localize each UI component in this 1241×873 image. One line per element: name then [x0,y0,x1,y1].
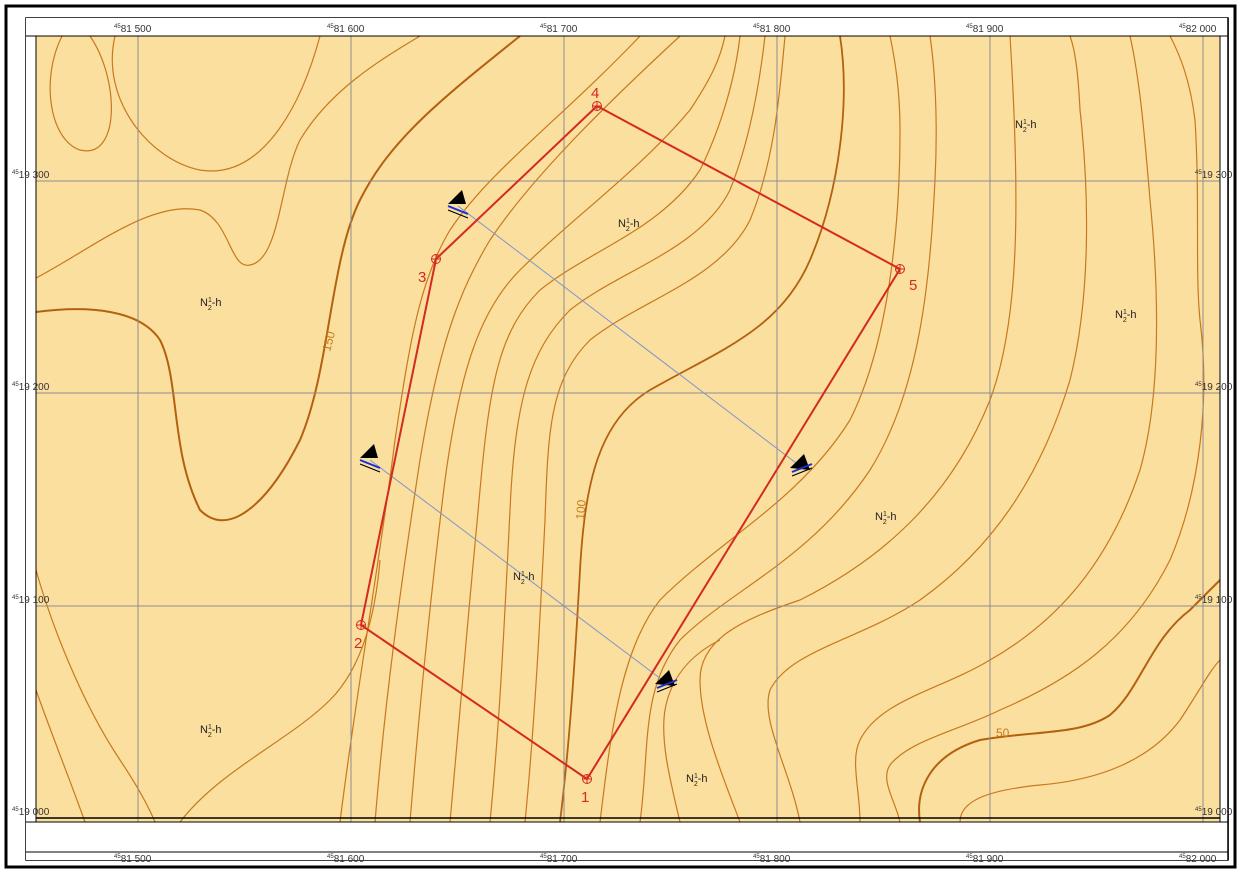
contour-line [374,35,681,823]
contour-line [49,35,112,152]
vertex-marker [582,774,592,784]
map-field [36,36,1220,822]
point-labels: 1 2 3 4 5 [354,85,917,806]
section-line [457,205,801,467]
contour-line [699,35,1017,823]
grid-label-x: 4581 900 [966,854,1004,865]
contour-line [35,35,421,279]
left-margin [26,18,36,860]
contour-line [409,35,726,823]
contour-line [663,639,721,823]
geology-label: N1 2-h [513,571,535,586]
contour-line [35,35,521,522]
contour-line [559,35,845,823]
contour-line [767,35,1088,823]
contour-label: 50 [996,726,1010,740]
grid-labels-left: 4519 300 4519 200 4519 100 4519 000 [12,170,50,818]
contour-line [489,35,766,823]
contour-line [339,35,641,823]
grid-labels-right: 4519 300 4519 200 4519 100 4519 000 [1195,170,1233,818]
grid-label-x: 4581 500 [114,854,152,865]
vertex-marker [895,264,905,274]
contour-label: 150 [319,329,338,352]
grid-label-y: 4519 000 [12,807,50,818]
section-arrow-icon [359,444,381,473]
vertex-marker [431,254,441,264]
coordinate-grid [26,18,1228,860]
geology-label: N1 2-h [1015,119,1037,134]
geology-label: N1 2-h [1115,309,1137,324]
section-arrow-icon [655,670,678,693]
grid-label-x: 4581 800 [753,854,791,865]
right-margin [1220,18,1228,860]
grid-labels-top: 4581 500 4581 600 4581 700 4581 800 4581… [114,24,1217,35]
contour-line [886,35,1205,823]
grid-label-y: 4519 100 [12,595,50,606]
bottom-margin [26,822,1228,860]
map-content: 150 100 50 1 2 3 4 5 N1 2-h N1 2-h N1 2-h N… [26,18,1228,860]
grid-label-x: 4582 000 [1179,854,1217,865]
grid-label-x: 4581 500 [114,24,152,35]
grid-label-y: 4519 100 [1195,595,1233,606]
geology-label: N1 2-h [875,511,897,526]
contour-line [599,35,901,823]
point-label: 2 [354,635,362,652]
contour-line [449,35,741,823]
top-margin [26,18,1228,36]
grid-label-y: 4519 000 [1195,807,1233,818]
grid-label-x: 4581 700 [540,854,578,865]
contour-line [959,659,1221,823]
grid-label-x: 4581 600 [327,24,365,35]
point-label: 5 [909,277,917,294]
geology-label: N1 2-h [200,724,222,739]
geology-label: N1 2-h [618,218,640,233]
contour-line [854,35,1158,823]
boundary-polygon [359,104,902,781]
point-label: 3 [418,269,426,286]
grid-label-y: 4519 200 [1195,382,1233,393]
grid-label-y: 4519 300 [1195,170,1233,181]
section-arrow-icon [790,454,813,477]
grid-label-x: 4581 800 [753,24,791,35]
grid-label-x: 4581 700 [540,24,578,35]
contour-line [918,579,1221,823]
contour-line [179,559,381,823]
point-label: 4 [591,85,599,102]
boundary-vertices [356,101,905,784]
geology-label: N1 2-h [200,297,222,312]
grid-label-x: 4581 600 [327,854,365,865]
contour-label: 100 [573,499,589,520]
contour-line [35,689,86,823]
point-label: 1 [581,789,589,806]
contour-labels: 150 100 50 [319,329,1009,740]
vertex-marker [356,620,366,630]
contour-lines [35,35,1221,823]
vertex-marker [592,101,602,111]
grid-label-y: 4519 300 [12,170,50,181]
geology-label: N1 2-h [686,773,708,788]
section-line [369,459,666,683]
contour-line [111,35,321,172]
section-lines [369,205,801,683]
grid-label-x: 4582 000 [1179,24,1217,35]
section-arrow-icon [447,190,469,219]
grid-label-y: 4519 200 [12,382,50,393]
contour-line [35,569,156,823]
contour-line [524,35,786,823]
grid-label-x: 4581 900 [966,24,1004,35]
geology-labels: N1 2-h N1 2-h N1 2-h N1 2-h N1 2-h N1 2-h N1 2-… [200,119,1137,788]
grid-labels-bottom: 4581 500 4581 600 4581 700 4581 800 4581… [114,854,1217,865]
